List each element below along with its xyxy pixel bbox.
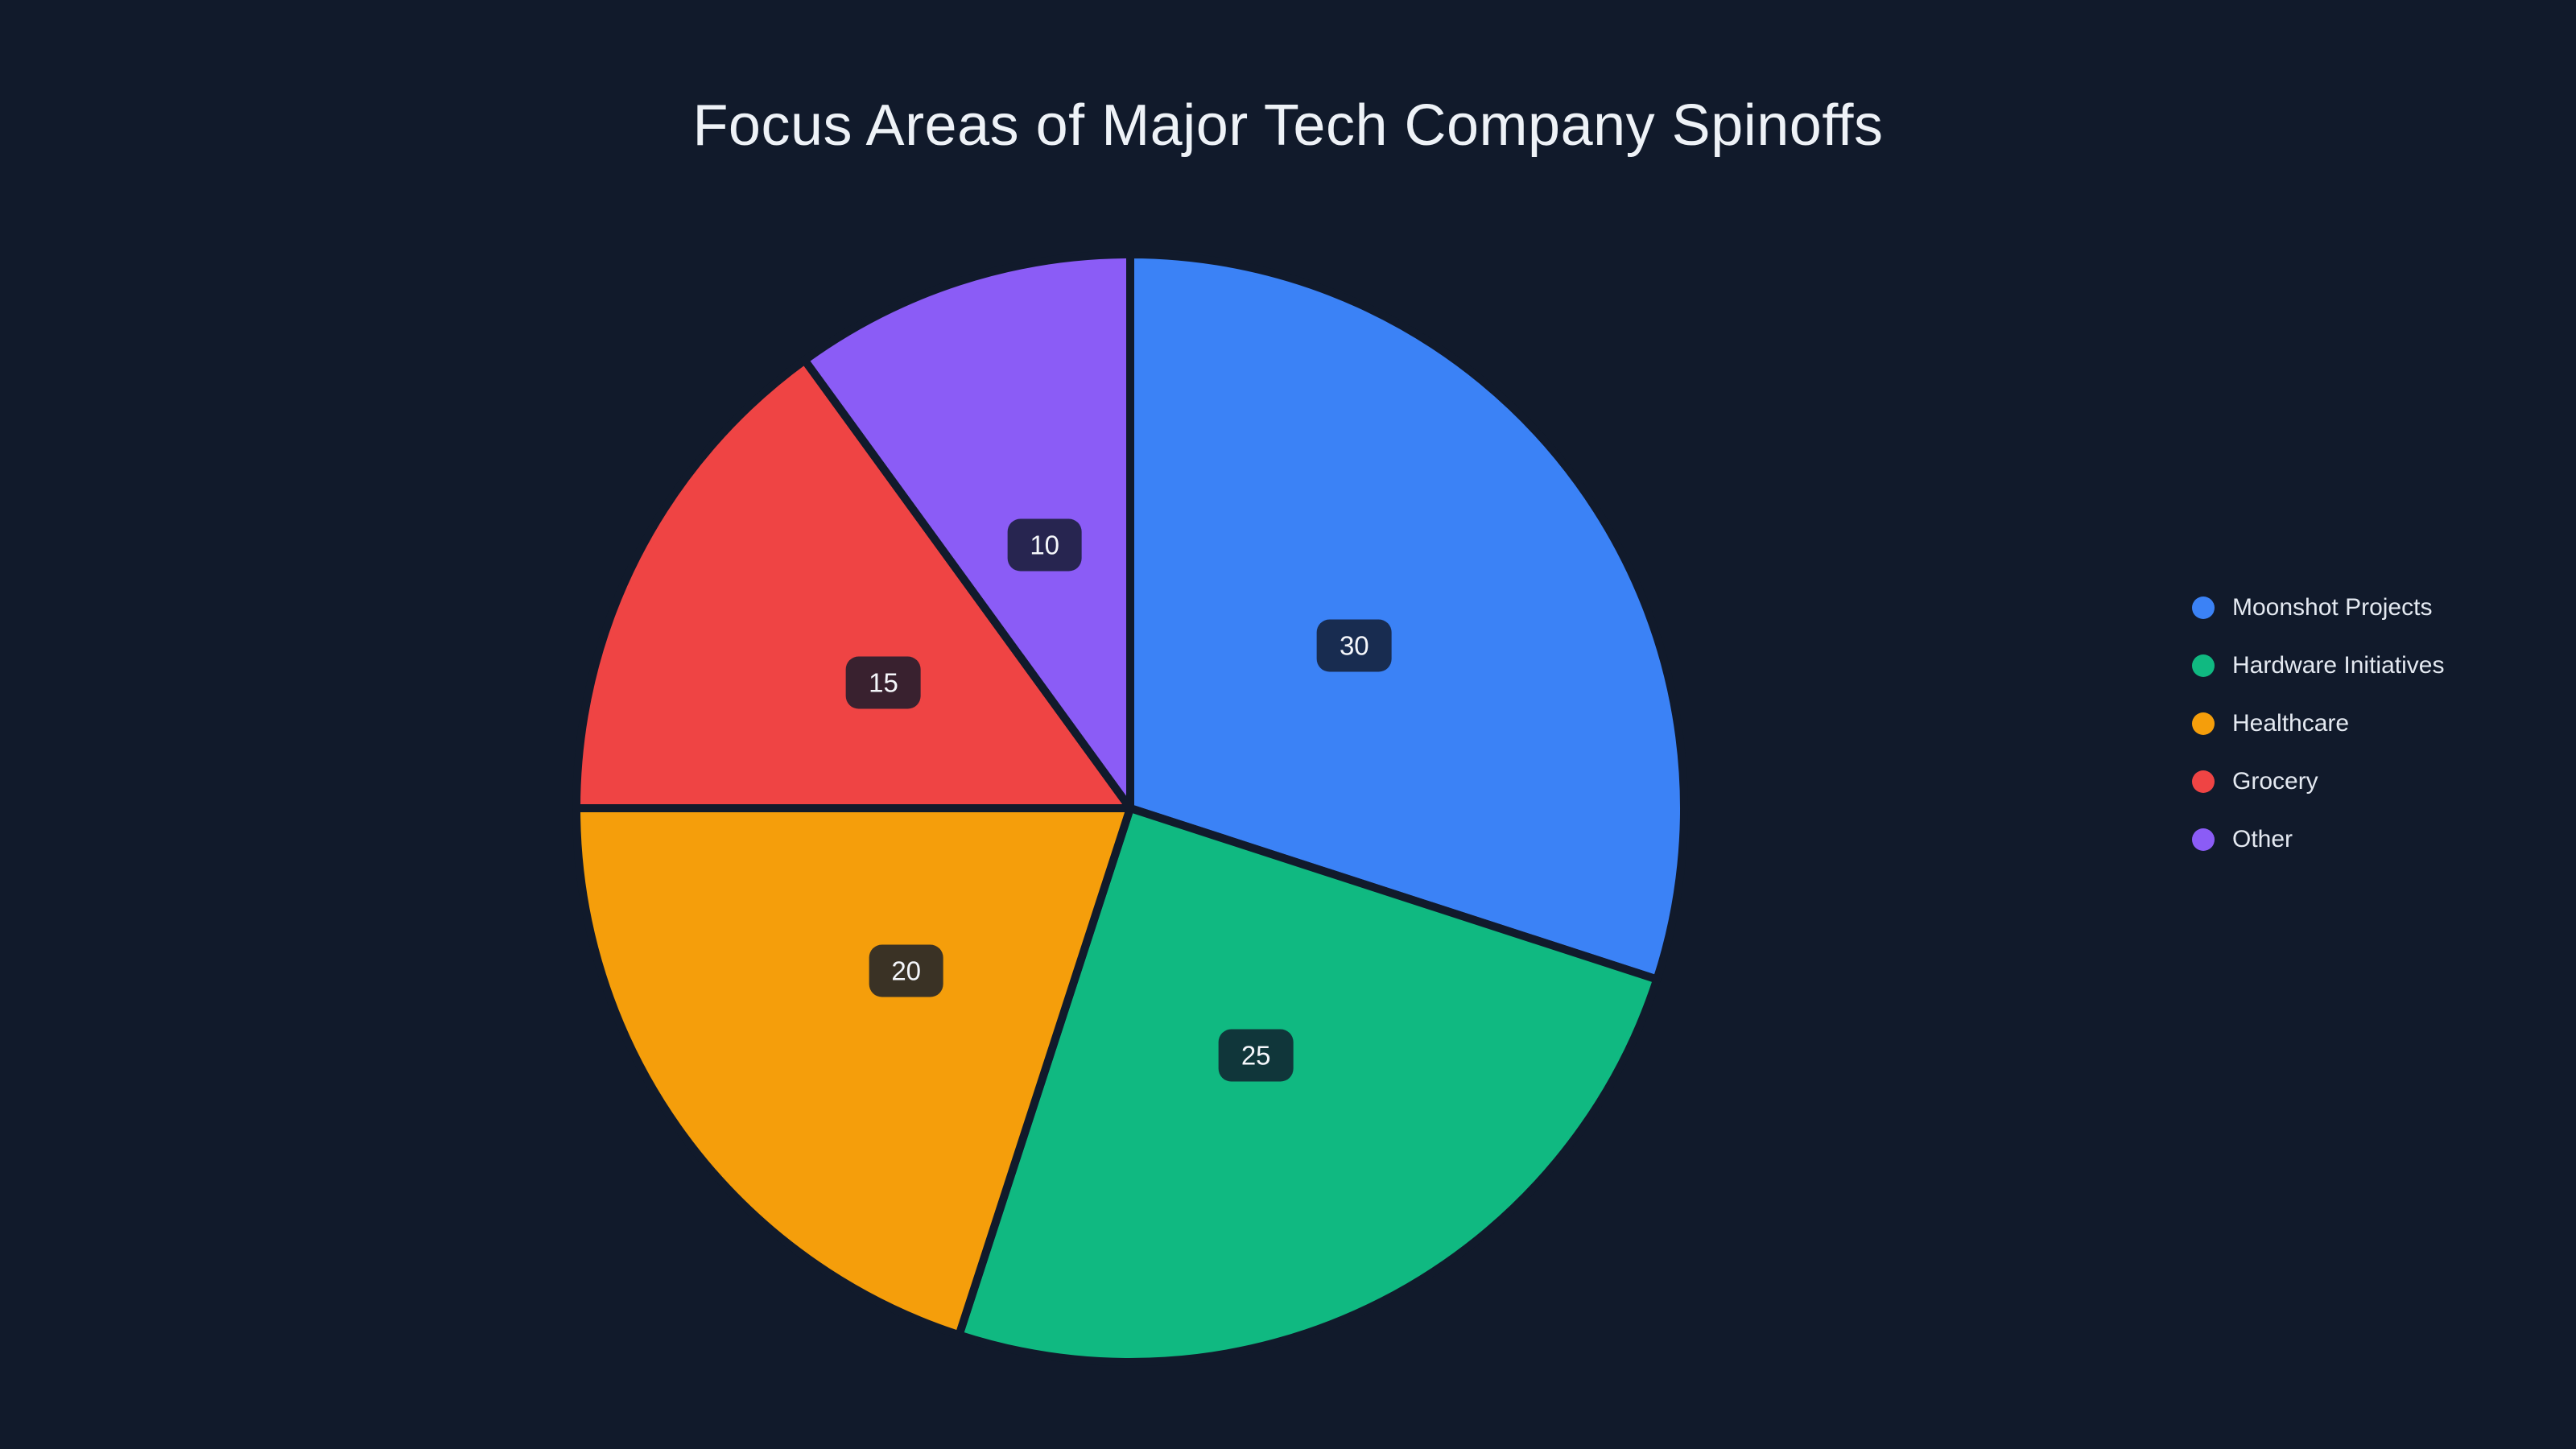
legend-label: Hardware Initiatives bbox=[2232, 652, 2445, 679]
legend-label: Other bbox=[2232, 826, 2293, 852]
legend-label: Grocery bbox=[2232, 768, 2318, 795]
legend-swatch-icon bbox=[2192, 654, 2215, 677]
chart-title: Focus Areas of Major Tech Company Spinof… bbox=[692, 93, 1884, 158]
pie-slice-healthcare[interactable] bbox=[572, 804, 1134, 1340]
legend-item-hardware-initiatives[interactable]: Hardware Initiatives bbox=[2192, 637, 2444, 695]
pie-svg bbox=[572, 250, 1689, 1367]
pie-slice-grocery[interactable] bbox=[572, 356, 1134, 812]
legend-item-healthcare[interactable]: Healthcare bbox=[2192, 695, 2444, 753]
legend-swatch-icon bbox=[2192, 597, 2215, 619]
legend-swatch-icon bbox=[2192, 770, 2215, 793]
pie-chart: 30 25 20 15 10 bbox=[567, 245, 1694, 1372]
pie-slice-other[interactable] bbox=[800, 250, 1134, 812]
legend-item-other[interactable]: Other bbox=[2192, 811, 2444, 869]
legend-swatch-icon bbox=[2192, 712, 2215, 735]
legend: Moonshot Projects Hardware Initiatives Hea… bbox=[2192, 579, 2444, 869]
pie-slice-hardware-initiatives[interactable] bbox=[955, 804, 1662, 1367]
legend-swatch-icon bbox=[2192, 828, 2215, 851]
legend-item-grocery[interactable]: Grocery bbox=[2192, 753, 2444, 811]
pie-slice-moonshot-projects[interactable] bbox=[1126, 250, 1689, 984]
legend-item-moonshot-projects[interactable]: Moonshot Projects bbox=[2192, 579, 2444, 637]
legend-label: Moonshot Projects bbox=[2232, 594, 2433, 621]
legend-label: Healthcare bbox=[2232, 710, 2350, 737]
